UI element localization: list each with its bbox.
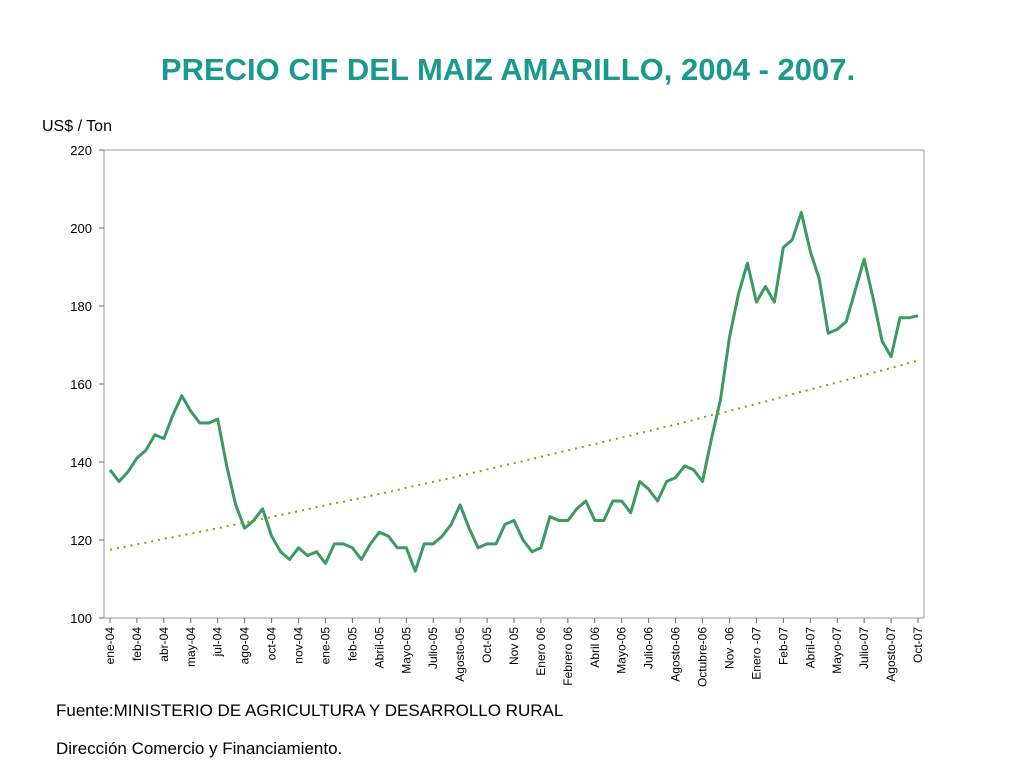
price-line [108,210,919,573]
x-tick-label: Julio-05 [426,627,440,669]
x-tick-label: oct-04 [265,627,279,661]
x-tick-label: Julio-06 [642,627,656,669]
x-tick-label: ene-05 [318,627,332,665]
x-tick-label: Mayo-05 [399,627,413,674]
x-tick-label: Agosto-05 [453,627,467,682]
x-tick-label: jul-04 [211,627,225,658]
note: Dirección Comercio y Financiamiento. [56,739,342,758]
x-tick-label: may-04 [184,627,198,667]
x-tick-label: abr-04 [157,627,171,662]
x-tick-label: ago-04 [238,627,252,665]
x-tick-label: Agosto-06 [669,627,683,682]
x-tick-label: Julio-07 [857,627,871,669]
x-tick-label: Enero -07 [749,627,763,680]
x-tick-label: ene-04 [103,627,117,665]
y-tick-label: 140 [70,455,92,470]
source: Fuente:MINISTERIO DE AGRICULTURA Y DESAR… [56,701,563,720]
x-tick-label: Abril-05 [372,627,386,669]
y-tick-label: 100 [70,611,92,626]
x-tick-label: Mayo-06 [615,627,629,674]
x-tick-label: Abril 06 [588,627,602,668]
y-tick-label: 200 [70,221,92,236]
x-tick-label: Feb-07 [776,627,790,665]
x-tick-label: Octubre-06 [696,627,710,687]
x-tick-label: Oct-07 [911,627,925,663]
x-tick-label: Oct-05 [480,627,494,663]
x-tick-label: nov-04 [292,627,306,664]
plot-frame [103,149,925,619]
x-tick-label: Abril-07 [803,627,817,669]
x-tick-label: Enero 06 [534,627,548,676]
y-tick-label: 180 [70,299,92,314]
x-tick-label: feb-05 [345,627,359,661]
chart-title: PRECIO CIF DEL MAIZ AMARILLO, 2004 - 200… [161,52,855,87]
y-tick-label: 120 [70,533,92,548]
x-tick-label: feb-04 [130,627,144,661]
trend-line [109,359,919,551]
x-tick-label: Febrero 06 [561,627,575,686]
y-tick-label: 220 [70,143,92,158]
y-tick-label: 160 [70,377,92,392]
y-axis-label: US$ / Ton [42,118,112,135]
x-tick-label: Agosto-07 [884,627,898,682]
x-tick-label: Nov -06 [722,627,736,669]
x-tick-label: Nov 05 [507,627,521,665]
x-tick-label: Mayo-07 [830,627,844,674]
